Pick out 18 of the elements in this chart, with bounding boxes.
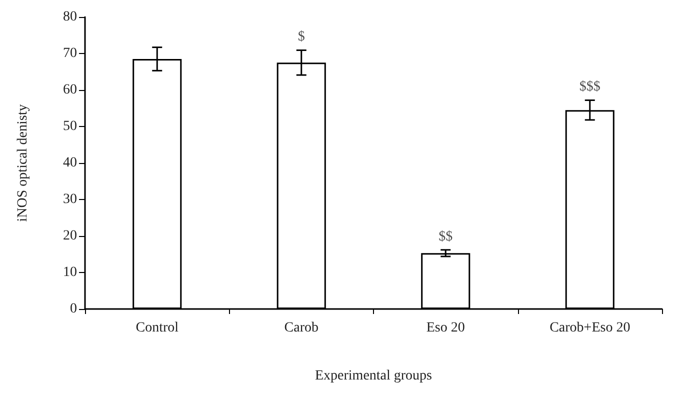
y-tick-label: 80 [63,10,77,24]
data-label: $$$ [579,80,600,95]
y-tick-label: 60 [63,82,77,98]
x-tick-label: Eso 20 [426,320,465,336]
data-label: $$ [438,229,453,244]
y-tick-label: 20 [63,228,77,244]
y-tick-label: 10 [63,265,77,280]
x-tick-label: Control [136,320,179,336]
data-label: $ [298,30,305,45]
y-tick-label: 40 [63,156,77,170]
y-axis-title: iNOS optical denisty [16,104,30,222]
y-tick-label: 50 [63,119,77,134]
y-tick-label: 70 [63,46,77,61]
x-axis-title: Experimental groups [314,368,432,384]
y-tick-label: 30 [63,192,77,207]
x-tick-label: Carob [284,320,318,336]
x-tick-label: Carob+Eso 20 [550,320,630,336]
y-tick-label: 0 [70,302,77,316]
